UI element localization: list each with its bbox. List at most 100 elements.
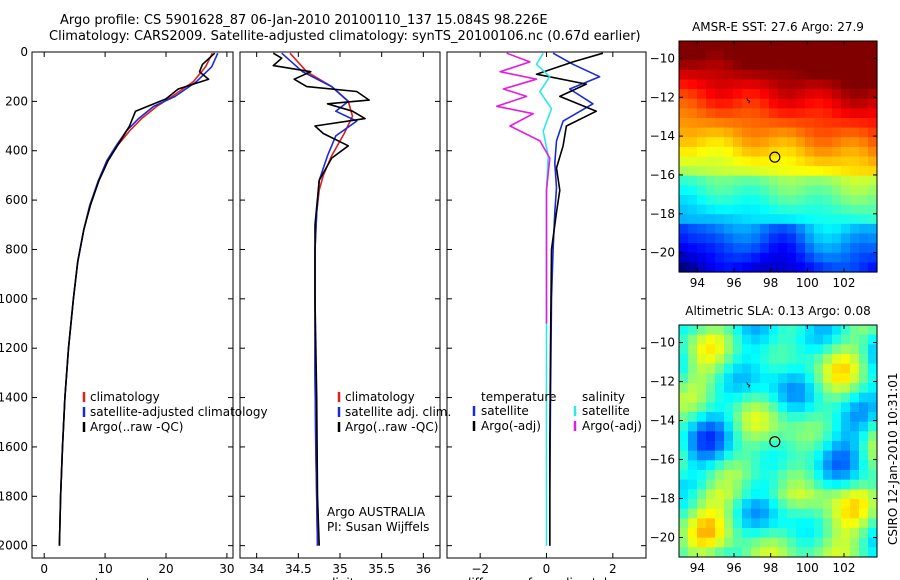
heatmap-cell [769,262,779,273]
heatmap-cell [679,214,689,225]
heatmap-cell [814,344,824,355]
heatmap-cell [832,325,842,336]
heatmap-cell [760,431,770,442]
legend-label: climatology [90,390,160,404]
heatmap-cell [706,421,716,432]
heatmap-cell [814,489,824,500]
heatmap-cell [769,363,779,374]
heatmap-cell [724,204,734,215]
heatmap-cell [733,383,743,394]
heatmap-cell [841,127,851,138]
y-tick-label: 200 [5,94,28,108]
series-line-climatology [289,52,354,546]
heatmap-cell [850,412,860,423]
heatmap-cell [832,402,842,413]
heatmap-cell [697,89,707,100]
heatmap-cell [742,50,752,61]
heatmap-cell [778,262,788,273]
heatmap-cell [796,79,806,90]
heatmap-cell [805,127,815,138]
heatmap-cell [814,118,824,129]
series-line-argo-raw-qc- [58,52,216,546]
heatmap-cell [733,402,743,413]
heatmap-cell [796,392,806,403]
heatmap-cell [796,156,806,167]
heatmap-cell [688,450,698,461]
heatmap-cell [868,175,878,186]
heatmap-cell [715,412,725,423]
heatmap-cell [787,421,797,432]
legend-label: Argo(..raw -QC) [90,420,183,434]
heatmap-cell [850,166,860,177]
heatmap-cell [688,518,698,529]
heatmap-cell [832,214,842,225]
series-line-salinity-argo-adj- [495,52,551,324]
heatmap-cell [832,69,842,81]
heatmap-cell [688,479,698,490]
heatmap-cell [787,223,797,235]
heatmap-cell [868,470,878,481]
x-tick-label: 34 [249,562,264,576]
heatmap-cell [805,518,815,529]
heatmap-cell [751,214,761,225]
heatmap-cell [751,421,761,432]
heatmap-cell [805,98,815,109]
heatmap-cell [778,334,788,345]
heatmap-cell [778,441,788,452]
heatmap-cell [751,50,761,61]
heatmap-cell [868,460,878,471]
heatmap-cell [850,325,860,336]
heatmap-cell [778,363,788,374]
heatmap-cell [787,41,797,52]
heatmap-cell [787,518,797,529]
heatmap-cell [778,146,788,158]
heatmap-cell [769,412,779,423]
heatmap-cell [778,214,788,225]
heatmap-cell [724,402,734,413]
heatmap-cell [859,233,869,244]
heatmap-cell [751,233,761,244]
heatmap-cell [778,412,788,423]
heatmap-cell [697,431,707,442]
heatmap-cell [733,518,743,529]
heatmap-cell [814,412,824,423]
legend-label: Argo(-adj) [582,419,642,433]
heatmap-cell [823,166,833,177]
heatmap-cell [814,363,824,374]
heatmap-cell [823,431,833,442]
heatmap-cell [733,450,743,461]
heatmap-cell [841,146,851,158]
heatmap-cell [823,489,833,500]
heatmap-cell [868,373,878,384]
heatmap-cell [706,41,716,52]
heatmap-cell [769,537,779,548]
x-tick-label: 96 [726,276,741,290]
heatmap-cell [850,363,860,374]
heatmap-cell [841,223,851,235]
heatmap-cell [697,547,707,558]
heatmap-cell [760,363,770,374]
heatmap-cell [688,156,698,167]
heatmap-cell [850,547,860,558]
heatmap-cell [697,166,707,177]
heatmap-cell [832,334,842,345]
heatmap-cell [751,354,761,365]
heatmap-cell [787,489,797,500]
heatmap-cell [787,325,797,336]
heatmap-cell [679,373,689,384]
heatmap-cell [778,118,788,129]
heatmap-cell [733,392,743,403]
heatmap-cell [868,499,878,510]
heatmap-cell [805,537,815,548]
heatmap-cell [769,508,779,519]
heatmap-cell [751,98,761,109]
heatmap-cell [760,69,770,81]
heatmap-cell [850,344,860,355]
sst_map-cells [679,41,878,273]
heatmap-cell [760,243,770,254]
heatmap-cell [688,195,698,206]
heatmap-cell [742,354,752,365]
heatmap-cell [814,89,824,100]
heatmap-cell [859,547,869,558]
heatmap-cell [760,41,770,52]
